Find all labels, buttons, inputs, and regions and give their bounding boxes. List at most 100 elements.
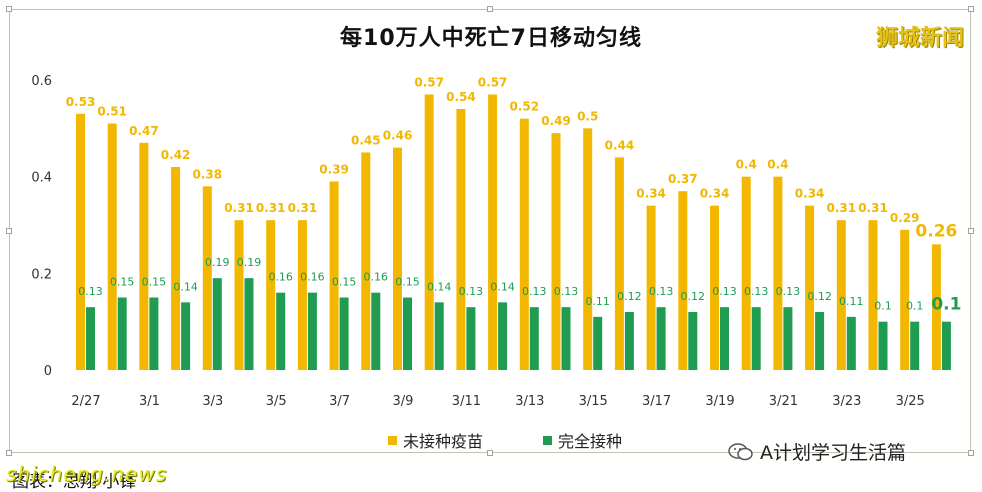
data-label-fully-vaccinated: 0.11 <box>839 295 864 308</box>
bar-fully-vaccinated <box>276 292 286 370</box>
wechat-icon <box>728 442 754 462</box>
data-label-unvaccinated: 0.5 <box>577 109 598 123</box>
x-tick-label: 3/11 <box>452 394 481 409</box>
data-label-unvaccinated: 0.53 <box>66 95 96 109</box>
data-label-fully-vaccinated: 0.1 <box>906 300 924 313</box>
frame-handle[interactable] <box>968 450 974 456</box>
bar-unvaccinated <box>266 220 276 370</box>
bar-fully-vaccinated <box>656 307 666 370</box>
frame-handle[interactable] <box>968 6 974 12</box>
bar-fully-vaccinated <box>149 297 159 370</box>
bar-unvaccinated <box>107 123 117 370</box>
x-tick-label: 3/3 <box>202 394 223 409</box>
frame-handle[interactable] <box>6 6 12 12</box>
bar-unvaccinated <box>931 244 941 370</box>
data-label-unvaccinated: 0.44 <box>605 138 635 152</box>
data-label-unvaccinated: 0.57 <box>478 76 508 90</box>
bar-unvaccinated <box>329 181 339 370</box>
bar-fully-vaccinated <box>212 278 222 370</box>
bar-fully-vaccinated <box>498 302 508 370</box>
data-label-unvaccinated: 0.31 <box>288 201 318 215</box>
data-label-fully-vaccinated: 0.16 <box>268 271 293 284</box>
bar-fully-vaccinated <box>783 307 793 370</box>
legend-swatch <box>388 435 397 445</box>
legend-item-unvaccinated: 未接种疫苗 <box>388 428 483 452</box>
data-label-unvaccinated: 0.52 <box>509 100 539 114</box>
x-tick-label: 3/7 <box>329 394 350 409</box>
x-tick-label: 3/9 <box>393 394 414 409</box>
source-credit: 图表：思翔·小锋 <box>12 472 137 492</box>
frame-handle[interactable] <box>6 450 12 456</box>
frame-handle[interactable] <box>6 228 12 234</box>
bar-unvaccinated <box>805 205 815 370</box>
data-label-unvaccinated: 0.34 <box>795 187 825 201</box>
bar-unvaccinated <box>202 186 212 370</box>
data-label-unvaccinated: 0.57 <box>414 76 444 90</box>
legend-label: 完全接种 <box>558 432 623 451</box>
data-label-unvaccinated: 0.31 <box>256 201 286 215</box>
data-label-unvaccinated: 0.51 <box>97 105 127 119</box>
data-label-unvaccinated: 0.46 <box>383 129 413 143</box>
bar-fully-vaccinated <box>751 307 761 370</box>
bar-fully-vaccinated <box>529 307 539 370</box>
chart-legend: 未接种疫苗 完全接种 <box>388 428 622 452</box>
x-tick-label: 3/23 <box>832 394 861 409</box>
data-label-unvaccinated: 0.37 <box>668 172 698 186</box>
data-label-unvaccinated: 0.31 <box>826 201 856 215</box>
x-tick-label: 3/15 <box>579 394 608 409</box>
site-watermark: shicheng.news <box>6 462 168 486</box>
bar-unvaccinated <box>900 229 910 370</box>
data-label-fully-vaccinated: 0.13 <box>554 285 579 298</box>
bar-fully-vaccinated <box>878 321 888 370</box>
x-tick-label: 3/19 <box>705 394 734 409</box>
data-label-unvaccinated: 0.34 <box>700 187 730 201</box>
bar-unvaccinated <box>456 109 466 370</box>
x-tick-label: 3/1 <box>139 394 160 409</box>
bar-fully-vaccinated <box>941 321 951 370</box>
data-label-unvaccinated: 0.34 <box>636 187 666 201</box>
bar-unvaccinated <box>393 147 402 370</box>
x-tick-label: 3/13 <box>515 394 544 409</box>
data-label-fully-vaccinated: 0.14 <box>490 280 515 293</box>
bar-fully-vaccinated <box>815 312 825 370</box>
bar-unvaccinated <box>836 220 846 370</box>
data-label-fully-vaccinated: 0.13 <box>649 285 674 298</box>
data-label-unvaccinated: 0.49 <box>541 114 571 128</box>
data-label-unvaccinated: 0.47 <box>129 124 159 138</box>
bar-unvaccinated <box>551 133 561 370</box>
bar-fully-vaccinated <box>688 312 698 370</box>
data-label-fully-vaccinated: 0.14 <box>427 280 452 293</box>
y-tick-label: 0.2 <box>31 267 52 282</box>
bar-unvaccinated <box>361 152 371 370</box>
frame-handle[interactable] <box>487 6 493 12</box>
data-label-fully-vaccinated: 0.15 <box>332 276 357 289</box>
x-tick-label: 3/5 <box>266 394 287 409</box>
frame-handle[interactable] <box>968 228 974 234</box>
bar-fully-vaccinated <box>846 316 856 370</box>
legend-item-fully-vaccinated: 完全接种 <box>543 428 622 452</box>
data-label-unvaccinated: 0.39 <box>319 163 349 177</box>
data-label-fully-vaccinated: 0.1 <box>874 300 892 313</box>
wechat-account: A计划学习生活篇 <box>728 438 906 465</box>
bar-fully-vaccinated <box>403 297 412 370</box>
legend-label: 未接种疫苗 <box>403 432 484 451</box>
bar-unvaccinated <box>297 220 307 370</box>
bar-fully-vaccinated <box>339 297 349 370</box>
data-label-unvaccinated: 0.29 <box>890 211 920 225</box>
frame-handle[interactable] <box>487 450 493 456</box>
data-label-fully-vaccinated: 0.13 <box>744 285 769 298</box>
bar-fully-vaccinated <box>434 302 444 370</box>
bar-unvaccinated <box>773 176 783 370</box>
data-label-unvaccinated: 0.31 <box>224 201 254 215</box>
bar-unvaccinated <box>76 113 85 370</box>
data-label-unvaccinated: 0.31 <box>858 201 888 215</box>
bar-unvaccinated <box>519 118 529 371</box>
data-label-fully-vaccinated: 0.16 <box>300 271 325 284</box>
bar-unvaccinated <box>583 128 593 370</box>
data-label-fully-vaccinated: 0.15 <box>395 276 420 289</box>
data-label-fully-vaccinated: 0.12 <box>807 290 832 303</box>
bar-unvaccinated <box>424 94 434 370</box>
data-label-unvaccinated: 0.42 <box>161 148 191 162</box>
bar-unvaccinated <box>171 167 181 370</box>
